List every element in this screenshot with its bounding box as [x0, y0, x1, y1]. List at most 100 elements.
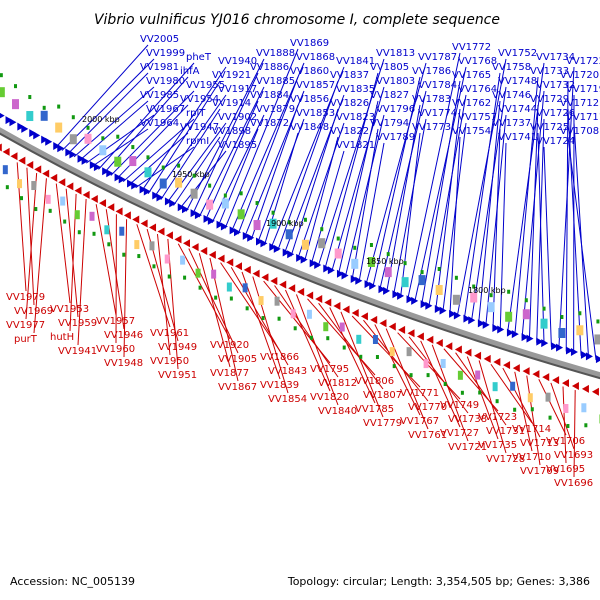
- forward-gene-label[interactable]: VV1879: [256, 104, 295, 115]
- forward-gene-label[interactable]: VV1981: [140, 62, 179, 73]
- reverse-gene-label[interactable]: VV1723: [478, 412, 517, 423]
- reverse-gene-label[interactable]: VV1959: [58, 318, 97, 329]
- forward-gene-label[interactable]: VV1765: [452, 70, 491, 81]
- reverse-gene-label[interactable]: VV1957: [96, 316, 135, 327]
- reverse-gene-label[interactable]: VV1941: [58, 346, 97, 357]
- reverse-gene-label[interactable]: purT: [14, 334, 38, 345]
- reverse-gene-label[interactable]: VV1770: [408, 402, 447, 413]
- forward-gene-label[interactable]: VV1711: [566, 112, 600, 123]
- reverse-gene-label[interactable]: VV1866: [260, 352, 299, 363]
- reverse-gene-label[interactable]: VV1728: [486, 454, 525, 465]
- forward-gene-label[interactable]: VV1722: [566, 56, 600, 67]
- forward-gene-label[interactable]: VV1954: [180, 94, 219, 105]
- forward-gene-label[interactable]: VV1741: [498, 132, 537, 143]
- forward-gene-label[interactable]: VV1823: [336, 112, 375, 123]
- reverse-gene-label[interactable]: VV1727: [440, 428, 479, 439]
- reverse-gene-label[interactable]: VV1854: [268, 394, 307, 405]
- reverse-gene-label[interactable]: VV1905: [218, 354, 257, 365]
- reverse-gene-label[interactable]: VV1731: [486, 426, 525, 437]
- forward-gene-label[interactable]: VV1725: [530, 122, 569, 133]
- forward-gene-label[interactable]: VV1724: [536, 136, 575, 147]
- reverse-gene-label[interactable]: VV1709: [520, 466, 559, 477]
- reverse-gene-label[interactable]: hutH: [50, 332, 74, 343]
- forward-gene-label[interactable]: VV1835: [336, 84, 375, 95]
- reverse-gene-label[interactable]: VV1785: [355, 404, 394, 415]
- reverse-gene-label[interactable]: VV1950: [150, 356, 189, 367]
- forward-gene-label[interactable]: VV1734: [536, 52, 575, 63]
- reverse-gene-label[interactable]: VV1806: [355, 376, 394, 387]
- reverse-gene-label[interactable]: VV1721: [448, 442, 487, 453]
- reverse-gene-label[interactable]: VV1820: [310, 392, 349, 403]
- forward-gene-label[interactable]: VV1964: [140, 118, 179, 129]
- forward-gene-label[interactable]: VV1980: [146, 76, 185, 87]
- forward-gene-label[interactable]: VV1720: [560, 70, 599, 81]
- reverse-gene-label[interactable]: VV1877: [210, 368, 249, 379]
- forward-gene-label[interactable]: VV1822: [330, 126, 369, 137]
- forward-gene-label[interactable]: ihfA: [180, 66, 200, 77]
- forward-gene-label[interactable]: VV1772: [452, 42, 491, 53]
- forward-gene-label[interactable]: VV1729: [530, 94, 569, 105]
- reverse-gene-label[interactable]: VV1761: [408, 430, 447, 441]
- reverse-gene-label[interactable]: VV1953: [50, 304, 89, 315]
- forward-gene-label[interactable]: VV1746: [492, 90, 531, 101]
- forward-gene-label[interactable]: VV1708: [560, 126, 599, 137]
- reverse-gene-label[interactable]: VV1807: [363, 390, 402, 401]
- reverse-gene-label[interactable]: VV1812: [318, 378, 357, 389]
- reverse-gene-label[interactable]: VV1695: [546, 464, 585, 475]
- reverse-gene-label[interactable]: VV1706: [546, 436, 585, 447]
- forward-gene-label[interactable]: VV1744: [498, 104, 537, 115]
- forward-gene-label[interactable]: VV1784: [418, 80, 457, 91]
- forward-gene-label[interactable]: VV1921: [212, 70, 251, 81]
- reverse-gene-label[interactable]: VV1839: [260, 380, 299, 391]
- forward-gene-label[interactable]: VV1898: [212, 126, 251, 137]
- forward-gene-label[interactable]: rplT: [186, 108, 206, 119]
- reverse-gene-label[interactable]: VV1946: [104, 330, 143, 341]
- forward-gene-label[interactable]: VV1796: [376, 104, 415, 115]
- reverse-gene-label[interactable]: VV1779: [363, 418, 402, 429]
- forward-gene-label[interactable]: VV1947: [180, 122, 219, 133]
- forward-gene-label[interactable]: VV1768: [458, 56, 497, 67]
- reverse-gene-label[interactable]: VV1961: [150, 328, 189, 339]
- reverse-gene-label[interactable]: VV1771: [400, 388, 439, 399]
- forward-gene-label[interactable]: VV1955: [186, 80, 225, 91]
- forward-gene-label[interactable]: VV2005: [140, 34, 179, 45]
- forward-gene-label[interactable]: VV1902: [218, 112, 257, 123]
- reverse-gene-label[interactable]: VV1714: [512, 424, 551, 435]
- reverse-gene-label[interactable]: VV1951: [158, 370, 197, 381]
- forward-gene-label[interactable]: VV1712: [560, 98, 599, 109]
- forward-gene-label[interactable]: VV1841: [336, 56, 375, 67]
- forward-gene-label[interactable]: VV1827: [370, 90, 409, 101]
- forward-gene-label[interactable]: VV1754: [452, 126, 491, 137]
- forward-gene-label[interactable]: pheT: [186, 52, 212, 63]
- forward-gene-label[interactable]: VV1872: [250, 118, 289, 129]
- forward-gene-label[interactable]: VV1774: [418, 108, 457, 119]
- forward-gene-label[interactable]: VV1737: [492, 118, 531, 129]
- forward-gene-label[interactable]: VV1794: [370, 118, 409, 129]
- forward-gene-label[interactable]: VV1885: [256, 76, 295, 87]
- forward-gene-label[interactable]: VV1884: [250, 90, 289, 101]
- forward-gene-label[interactable]: VV1821: [336, 140, 375, 151]
- forward-gene-label[interactable]: VV1869: [290, 38, 329, 49]
- forward-gene-label[interactable]: VV1748: [498, 76, 537, 87]
- forward-gene-label[interactable]: rpmI: [186, 136, 209, 147]
- reverse-gene-label[interactable]: VV1969: [14, 306, 53, 317]
- forward-gene-label[interactable]: VV1789: [376, 132, 415, 143]
- forward-gene-label[interactable]: VV1860: [290, 66, 329, 77]
- forward-gene-label[interactable]: VV1967: [146, 104, 185, 115]
- reverse-gene-label[interactable]: VV1749: [440, 400, 479, 411]
- forward-gene-label[interactable]: VV1853: [296, 108, 335, 119]
- reverse-gene-label[interactable]: VV1960: [96, 344, 135, 355]
- forward-gene-label[interactable]: VV1733: [530, 66, 569, 77]
- reverse-gene-label[interactable]: VV1977: [6, 320, 45, 331]
- forward-gene-label[interactable]: VV1762: [452, 98, 491, 109]
- reverse-gene-label[interactable]: VV1710: [512, 452, 551, 463]
- reverse-gene-label[interactable]: VV1949: [158, 342, 197, 353]
- forward-gene-label[interactable]: VV1857: [296, 80, 335, 91]
- reverse-gene-label[interactable]: VV1840: [318, 406, 357, 417]
- reverse-gene-label[interactable]: VV1696: [554, 478, 593, 489]
- forward-gene-label[interactable]: VV1758: [492, 62, 531, 73]
- forward-gene-label[interactable]: VV1726: [536, 108, 575, 119]
- forward-gene-label[interactable]: VV1752: [498, 48, 537, 59]
- forward-gene-label[interactable]: VV1856: [290, 94, 329, 105]
- forward-gene-label[interactable]: VV1773: [412, 122, 451, 133]
